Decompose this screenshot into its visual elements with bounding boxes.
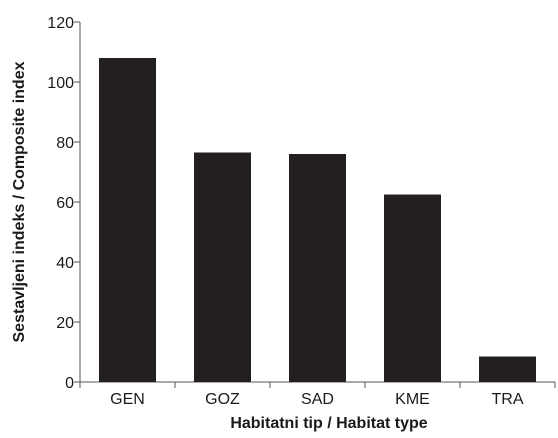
bar-kme (384, 194, 441, 382)
x-tick-label: KME (395, 391, 430, 408)
y-tick-label: 0 (65, 375, 74, 392)
bar-sad (289, 154, 346, 382)
y-tick-label: 40 (56, 255, 74, 272)
x-tick-label: SAD (301, 391, 334, 408)
bar-gen (99, 58, 156, 382)
y-tick-label: 20 (56, 315, 74, 332)
y-tick-label: 80 (56, 135, 74, 152)
bars (99, 58, 536, 382)
bar-tra (479, 356, 536, 382)
y-tick-label: 60 (56, 195, 74, 212)
y-tick-label: 120 (47, 15, 74, 32)
bar-goz (194, 152, 251, 382)
x-axis: GEN GOZ SAD KME TRA (79, 381, 556, 408)
x-axis-title: Habitatni tip / Habitat type (230, 415, 427, 432)
y-axis-title: Sestavljeni indeks / Composite index (11, 61, 28, 342)
y-axis: 0 20 40 60 80 100 120 (47, 15, 81, 392)
x-tick-label: TRA (492, 391, 524, 408)
x-tick-label: GEN (110, 391, 145, 408)
y-tick-label: 100 (47, 75, 74, 92)
x-tick-label: GOZ (205, 391, 240, 408)
